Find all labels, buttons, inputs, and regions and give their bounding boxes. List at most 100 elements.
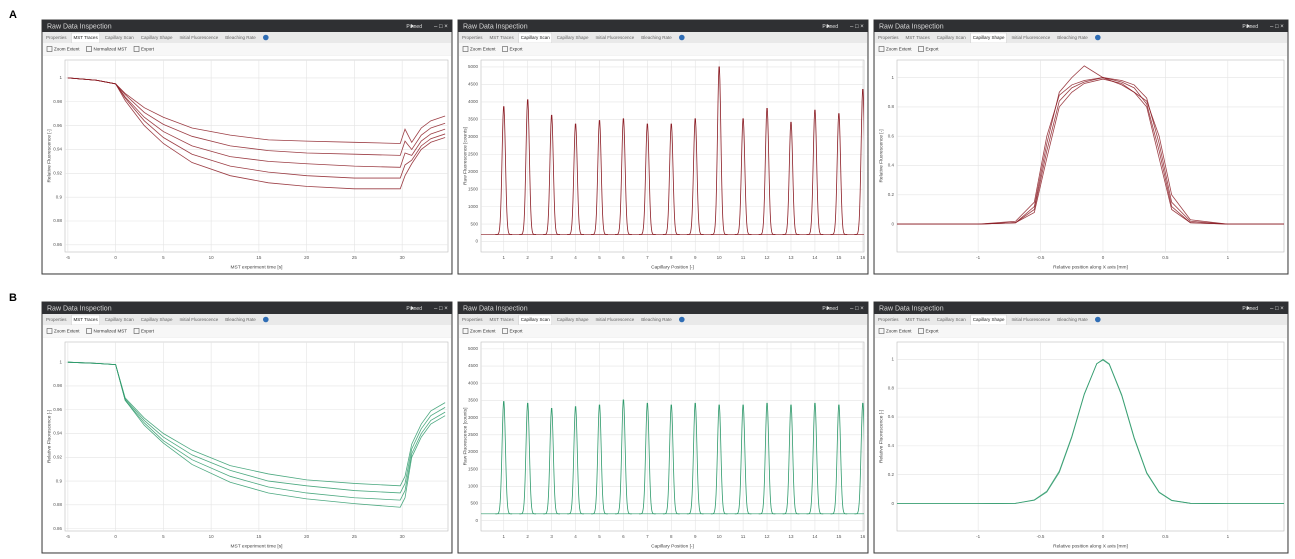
tool-button[interactable]: Export <box>926 47 940 52</box>
tab[interactable]: Bleaching Rate <box>641 317 672 322</box>
window-controls[interactable]: – □ × <box>850 306 864 312</box>
peak <box>662 123 680 235</box>
tab[interactable]: Capillary Scan <box>521 35 551 40</box>
window-controls[interactable]: – □ × <box>434 24 448 30</box>
tab[interactable]: Initial Fluorescence <box>596 35 635 40</box>
y-tick-label: 0.9 <box>56 478 63 483</box>
help-icon[interactable] <box>1095 316 1101 323</box>
tool-button[interactable]: Zoom Extent <box>470 47 496 52</box>
tool-button[interactable]: Export <box>926 329 940 334</box>
tab[interactable]: Bleaching Rate <box>225 35 256 40</box>
trace <box>67 361 446 487</box>
tab[interactable]: Capillary Scan <box>937 317 967 322</box>
tab[interactable]: Properties <box>878 35 899 40</box>
tab[interactable]: Bleaching Rate <box>1057 35 1088 40</box>
tab[interactable]: Capillary Shape <box>973 317 1005 322</box>
x-tick-label: 30 <box>400 534 406 539</box>
tab[interactable]: MST Traces <box>490 317 515 322</box>
tab[interactable]: Bleaching Rate <box>1057 317 1088 322</box>
tab[interactable]: Capillary Shape <box>141 317 173 322</box>
pinned-label[interactable]: Pinned <box>822 24 838 30</box>
pin-icon <box>1247 306 1250 310</box>
tool-button[interactable]: Zoom Extent <box>470 329 496 334</box>
help-icon[interactable] <box>1095 34 1101 41</box>
tab[interactable]: Properties <box>462 35 483 40</box>
tool-button[interactable]: Export <box>141 329 155 334</box>
y-tick-label: 0.88 <box>53 218 62 223</box>
tab[interactable]: Capillary Scan <box>937 35 967 40</box>
tab[interactable]: MST Traces <box>490 35 515 40</box>
tool-button[interactable]: Export <box>510 329 524 334</box>
trace <box>67 77 446 168</box>
tab[interactable]: Properties <box>878 317 899 322</box>
plot-marks <box>481 399 864 515</box>
tab[interactable]: Capillary Shape <box>557 35 589 40</box>
y-tick-label: 0.94 <box>53 431 62 436</box>
tab[interactable]: Initial Fluorescence <box>1012 317 1051 322</box>
tab[interactable]: Properties <box>462 317 483 322</box>
help-icon[interactable] <box>263 316 269 323</box>
window-controls[interactable]: – □ × <box>1270 24 1284 30</box>
tab[interactable]: Properties <box>46 317 67 322</box>
y-axis-title: Raw Fluorescence [counts] <box>462 127 468 185</box>
tab[interactable]: Capillary Scan <box>521 317 551 322</box>
tab[interactable]: Initial Fluorescence <box>1012 35 1051 40</box>
y-tick-label: 0.6 <box>888 414 895 419</box>
tab[interactable]: Initial Fluorescence <box>180 317 219 322</box>
window-title: Raw Data Inspection <box>463 305 528 312</box>
tool-button[interactable]: Export <box>510 47 524 52</box>
tab[interactable]: MST Traces <box>74 317 99 322</box>
tool-bar <box>875 325 1287 337</box>
tool-icon <box>133 328 140 334</box>
x-tick-label: 0 <box>1102 255 1105 260</box>
tool-button[interactable]: Normalized MST <box>94 329 128 334</box>
help-icon[interactable] <box>679 316 685 323</box>
pinned-label[interactable]: Pinned <box>822 306 838 312</box>
plot-marks <box>67 361 446 508</box>
peak <box>830 404 848 515</box>
y-tick-label: 0.4 <box>888 163 895 168</box>
window-title: Raw Data Inspection <box>879 305 944 312</box>
title-bar <box>874 20 1288 32</box>
pinned-label[interactable]: Pinned <box>406 306 422 312</box>
pinned-label[interactable]: Pinned <box>1242 306 1258 312</box>
tool-button[interactable]: Zoom Extent <box>886 329 912 334</box>
tool-button[interactable]: Zoom Extent <box>54 329 80 334</box>
x-tick-label: 5 <box>598 534 601 539</box>
tab[interactable]: MST Traces <box>906 317 931 322</box>
tab[interactable]: Capillary Scan <box>105 35 135 40</box>
tool-icon <box>133 46 140 52</box>
help-icon[interactable] <box>679 34 685 41</box>
tab[interactable]: Capillary Shape <box>557 317 589 322</box>
tool-icon <box>878 328 885 334</box>
tab[interactable]: Capillary Shape <box>973 35 1005 40</box>
x-tick-label: 0.5 <box>1162 255 1169 260</box>
peak <box>543 407 560 515</box>
peak <box>519 99 537 235</box>
pinned-label[interactable]: Pinned <box>1242 24 1258 30</box>
window-controls[interactable]: – □ × <box>434 306 448 312</box>
tab[interactable]: Bleaching Rate <box>641 35 672 40</box>
tool-button[interactable]: Zoom Extent <box>54 47 80 52</box>
tab[interactable]: MST Traces <box>74 35 99 40</box>
y-tick-label: 4000 <box>468 380 479 385</box>
tab[interactable]: Capillary Scan <box>105 317 135 322</box>
tab[interactable]: Capillary Shape <box>141 35 173 40</box>
help-icon[interactable] <box>263 34 269 41</box>
plot-area <box>64 59 449 253</box>
tool-icon <box>462 328 469 334</box>
peak <box>854 89 864 235</box>
tool-button[interactable]: Normalized MST <box>94 47 128 52</box>
tab[interactable]: Initial Fluorescence <box>180 35 219 40</box>
tab[interactable]: Initial Fluorescence <box>596 317 635 322</box>
plot-area <box>64 341 449 532</box>
tool-button[interactable]: Export <box>141 47 155 52</box>
tab[interactable]: MST Traces <box>906 35 931 40</box>
window-controls[interactable]: – □ × <box>850 24 864 30</box>
pinned-label[interactable]: Pinned <box>406 24 422 30</box>
tool-button[interactable]: Zoom Extent <box>886 47 912 52</box>
tab[interactable]: Properties <box>46 35 67 40</box>
tab[interactable]: Bleaching Rate <box>225 317 256 322</box>
window-controls[interactable]: – □ × <box>1270 306 1284 312</box>
x-tick-label: 6 <box>622 534 625 539</box>
